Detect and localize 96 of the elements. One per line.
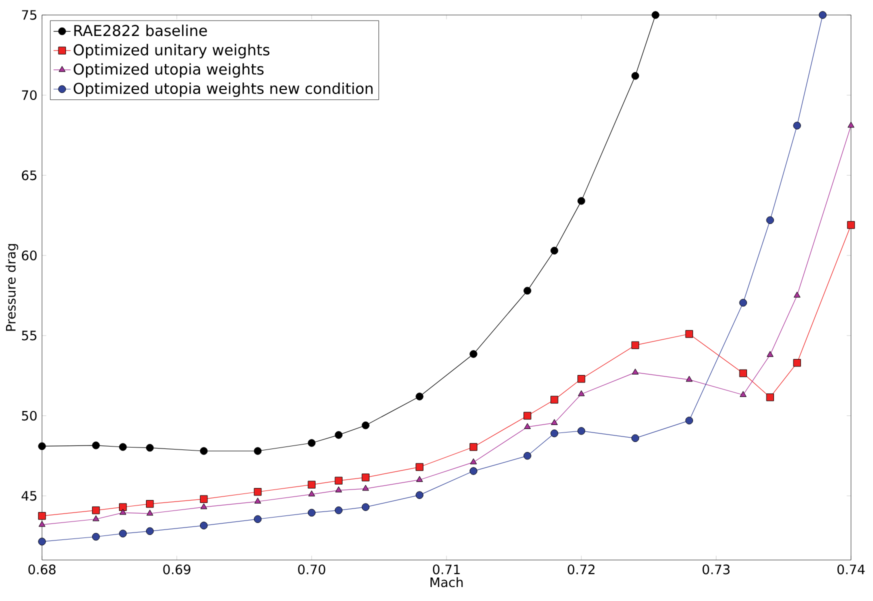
point xyxy=(631,434,640,442)
point xyxy=(847,221,855,229)
x-tick-label: 0.74 xyxy=(837,564,865,574)
point xyxy=(120,508,126,515)
point xyxy=(416,463,424,471)
point xyxy=(334,431,342,439)
x-tick-label: 0.70 xyxy=(298,564,326,574)
point xyxy=(92,442,100,450)
point xyxy=(524,286,532,295)
point xyxy=(200,503,208,510)
point xyxy=(793,122,801,130)
point xyxy=(848,122,854,128)
point xyxy=(362,484,369,491)
point xyxy=(818,11,827,19)
point xyxy=(632,368,639,375)
legend-label: Optimized utopia weights new condition xyxy=(74,82,373,97)
point xyxy=(416,491,424,499)
point xyxy=(685,330,694,338)
point xyxy=(416,476,423,482)
y-tick-label: 60 xyxy=(22,250,37,260)
point xyxy=(551,419,558,425)
point xyxy=(308,439,316,447)
point xyxy=(119,530,127,538)
point xyxy=(308,480,316,489)
point xyxy=(362,474,370,482)
point xyxy=(470,350,478,358)
point xyxy=(577,197,586,205)
y-tick-label: 50 xyxy=(22,410,37,421)
y-axis-title: Pressure drag xyxy=(6,244,18,331)
point xyxy=(362,503,370,511)
point xyxy=(119,503,127,511)
y-tick-label: 45 xyxy=(22,491,36,501)
point xyxy=(550,246,558,254)
point xyxy=(362,422,370,430)
point xyxy=(254,515,262,523)
legend-label: RAE2822 baseline xyxy=(74,24,207,36)
point xyxy=(146,510,154,516)
point xyxy=(524,452,532,460)
point xyxy=(38,442,46,450)
point xyxy=(524,423,531,430)
point xyxy=(308,508,316,517)
point xyxy=(470,458,477,464)
point xyxy=(740,391,747,397)
point xyxy=(739,369,747,378)
y-tick-label: 70 xyxy=(22,90,37,100)
point xyxy=(334,506,342,514)
point xyxy=(766,216,774,224)
x-tick-label: 0.72 xyxy=(568,564,594,574)
point xyxy=(470,467,478,475)
point xyxy=(308,490,316,496)
point xyxy=(631,341,640,350)
point xyxy=(416,392,424,400)
point xyxy=(146,527,154,535)
point xyxy=(254,447,262,455)
point xyxy=(793,358,801,367)
point xyxy=(766,393,774,402)
point xyxy=(200,447,208,455)
x-tick-label: 0.73 xyxy=(702,564,730,574)
x-tick-label: 0.68 xyxy=(28,564,56,574)
point xyxy=(578,390,585,396)
point xyxy=(739,298,747,307)
point xyxy=(685,416,694,424)
point xyxy=(38,538,46,546)
point xyxy=(577,427,586,435)
point xyxy=(550,396,558,404)
point xyxy=(92,506,100,514)
y-tick-label: 65 xyxy=(22,170,36,180)
x-axis-title: Mach xyxy=(430,577,463,588)
y-tick-label: 75 xyxy=(22,10,36,20)
point xyxy=(254,498,262,504)
point xyxy=(119,443,127,451)
point xyxy=(38,512,46,520)
point xyxy=(254,488,262,496)
point xyxy=(794,292,800,298)
point xyxy=(200,522,208,530)
point xyxy=(92,515,100,522)
point xyxy=(550,430,558,438)
point xyxy=(200,495,208,503)
point xyxy=(146,444,154,452)
point xyxy=(766,350,774,357)
point xyxy=(335,486,342,492)
x-tick-label: 0.71 xyxy=(432,564,460,574)
point xyxy=(146,500,154,508)
point xyxy=(38,520,46,527)
point xyxy=(577,375,586,383)
point xyxy=(470,443,478,451)
x-tick-label: 0.69 xyxy=(163,564,190,574)
legend-label: Optimized unitary weights xyxy=(74,44,270,58)
point xyxy=(631,72,640,80)
point xyxy=(92,532,100,541)
point xyxy=(652,11,660,19)
point xyxy=(524,412,532,420)
point xyxy=(334,476,342,485)
point xyxy=(686,376,693,382)
y-tick-label: 55 xyxy=(22,330,36,340)
legend-label: Optimized utopia weights xyxy=(74,63,264,78)
